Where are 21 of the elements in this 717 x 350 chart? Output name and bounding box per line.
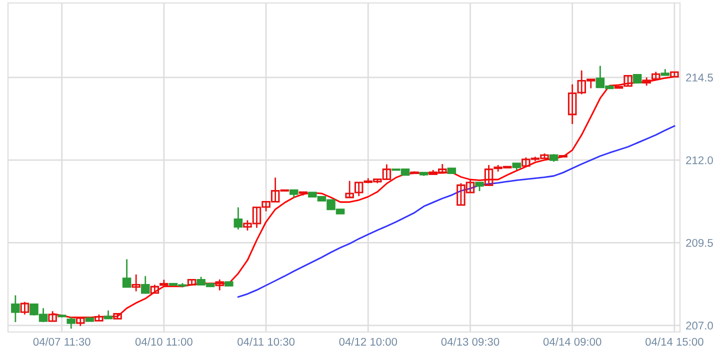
y-tick-label: 207.0 bbox=[686, 322, 713, 330]
y-tick-label: 212.0 bbox=[686, 156, 713, 164]
y-tick-label: 209.5 bbox=[686, 238, 713, 247]
candlestick bbox=[215, 278, 224, 292]
candlestick bbox=[66, 316, 76, 330]
x-tick-label: 04/10 11:00 bbox=[135, 338, 192, 346]
x-tick-label: 04/14 09:00 bbox=[543, 338, 602, 346]
candlestick bbox=[11, 294, 20, 323]
x-tick-label: 04/12 10:00 bbox=[339, 338, 398, 346]
x-tick-label: 04/13 09:30 bbox=[441, 338, 500, 346]
candlestick bbox=[20, 301, 30, 316]
x-tick-label: 04/11 10:30 bbox=[238, 338, 295, 346]
x-tick-label: 04/14 15:00 bbox=[646, 338, 704, 346]
candlestick bbox=[48, 310, 57, 322]
candlestick bbox=[122, 258, 132, 288]
y-tick-label: 214.5 bbox=[686, 74, 713, 82]
candlestick bbox=[140, 275, 150, 294]
x-tick-label: 04/07 11:30 bbox=[33, 338, 90, 346]
candlestick bbox=[234, 206, 243, 230]
line-series bbox=[237, 125, 676, 298]
candlestick bbox=[132, 274, 140, 292]
